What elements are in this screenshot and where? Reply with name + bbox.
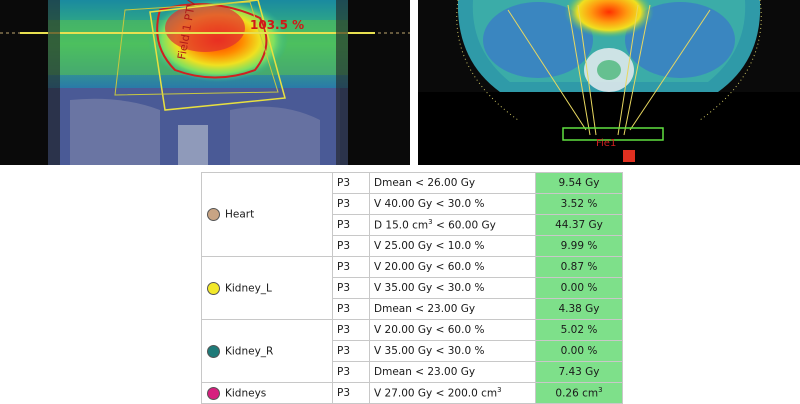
table-row: Kidney_L P3 V 20.00 Gy < 60.0 % 0.87 % [201,256,623,320]
goal-cell: V 40.00 Gy < 30.0 % [369,193,536,215]
structure-cell: Kidneys [201,382,333,404]
phase-cell: P3 [332,277,370,299]
phase-cell: P3 [332,298,370,320]
structure-name: Kidney_R [225,345,274,357]
ct-coronal-view[interactable]: 103.5 % Field 1 PTV [0,0,410,165]
phase-cell: P3 [332,256,370,278]
goal-text-tail: < 60.00 Gy [432,219,496,232]
result-cell: 9.99 % [535,235,623,257]
structure-cell: Heart [201,172,333,257]
ct-axial-image: Fie1 [418,0,800,165]
superscript: 3 [497,386,502,395]
goal-text: D 15.0 cm [374,219,429,232]
phase-cell: P3 [332,361,370,383]
goal-cell: V 27.00 Gy < 200.0 cm3 [369,382,536,404]
result-text: 0.26 cm [555,387,599,400]
goal-cell: V 20.00 Gy < 60.0 % [369,319,536,341]
goal-text: V 27.00 Gy < 200.0 cm [374,387,498,400]
result-cell: 0.00 % [535,340,623,362]
field-label-axial: Fie1 [596,138,616,149]
dose-max-label: 103.5 % [250,18,304,32]
structure-cell: Kidney_R [201,319,333,383]
phase-cell: P3 [332,319,370,341]
result-cell: 4.38 Gy [535,298,623,320]
goal-cell: V 35.00 Gy < 30.0 % [369,340,536,362]
goal-cell: Dmean < 23.00 Gy [369,361,536,383]
table-row: Kidney_R P3 V 20.00 Gy < 60.0 % 5.02 % [201,319,623,383]
structure-name: Heart [225,208,255,221]
result-cell: 0.87 % [535,256,623,278]
result-cell: 44.37 Gy [535,214,623,236]
structure-color-dot [207,281,220,295]
table-row: P3 Dmean < 23.00 Gy 4.38 Gy [202,298,623,320]
table-row: Kidneys P3 V 27.00 Gy < 200.0 cm3 0.26 cm3 [201,382,623,404]
result-cell: 0.26 cm3 [535,382,623,404]
phase-cell: P3 [332,214,370,236]
table-row: Heart P3 Dmean < 26.00 Gy 9.54 Gy [201,172,623,257]
table-row: P3 V 40.00 Gy < 30.0 % 3.52 % [202,193,623,215]
goal-cell: Dmean < 23.00 Gy [369,298,536,320]
table-row: P3 Dmean < 23.00 Gy 7.43 Gy [202,361,623,383]
phase-cell: P3 [332,193,370,215]
phase-cell: P3 [332,340,370,362]
panel-divider [410,0,418,165]
table-row: P3 V 25.00 Gy < 10.0 % 9.99 % [202,235,623,257]
goal-cell: V 20.00 Gy < 60.0 % [369,256,536,278]
structure-cell: Kidney_L [201,256,333,320]
result-cell: 9.54 Gy [535,172,623,194]
structure-color-dot [207,344,220,358]
dose-constraints-table: Heart P3 Dmean < 26.00 Gy 9.54 Gy P3 V 40.00 … [201,172,623,404]
result-cell: 7.43 Gy [535,361,623,383]
result-cell: 0.00 % [535,277,623,299]
result-cell: 5.02 % [535,319,623,341]
phase-cell: P3 [332,382,370,404]
phase-cell: P3 [332,235,370,257]
goal-cell: Dmean < 26.00 Gy [369,172,536,194]
structure-name: Kidneys [225,387,267,399]
structure-color-dot [207,386,220,400]
ct-coronal-image: 103.5 % Field 1 PTV [0,0,410,165]
superscript: 3 [428,218,433,227]
goal-cell: D 15.0 cm3 < 60.00 Gy [369,214,536,236]
structure-color-dot [207,208,220,221]
goal-cell: V 25.00 Gy < 10.0 % [369,235,536,257]
ct-axial-view[interactable]: Fie1 [418,0,800,165]
result-cell: 3.52 % [535,193,623,215]
phase-cell: P3 [332,172,370,194]
table-row: P3 V 35.00 Gy < 30.0 % 0.00 % [202,340,623,362]
goal-cell: V 35.00 Gy < 30.0 % [369,277,536,299]
superscript: 3 [598,386,603,395]
structure-name: Kidney_L [225,282,272,294]
